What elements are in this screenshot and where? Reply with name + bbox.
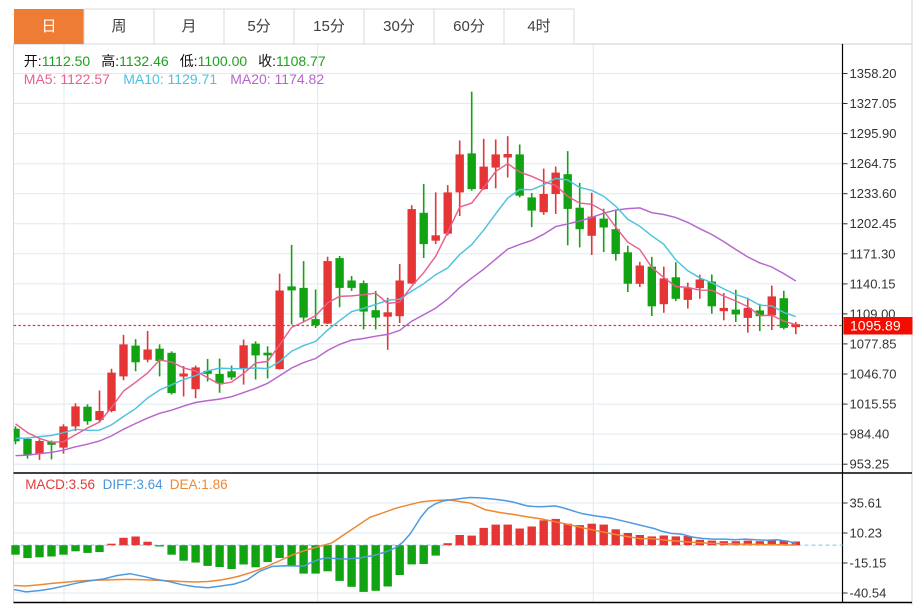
svg-text:1264.75: 1264.75 (850, 156, 897, 171)
svg-text:1095.89: 1095.89 (850, 318, 901, 334)
svg-text:30分: 30分 (383, 18, 415, 35)
svg-text:60分: 60分 (453, 18, 485, 35)
svg-text:984.40: 984.40 (850, 427, 890, 442)
svg-text:5分: 5分 (247, 18, 270, 35)
svg-text:1233.60: 1233.60 (850, 186, 897, 201)
svg-text:1202.45: 1202.45 (850, 216, 897, 231)
svg-text:4时: 4时 (527, 18, 550, 35)
svg-text:1077.85: 1077.85 (850, 336, 897, 351)
svg-text:15分: 15分 (313, 18, 345, 35)
svg-text:1295.90: 1295.90 (850, 126, 897, 141)
svg-text:1171.30: 1171.30 (850, 246, 896, 261)
svg-text:-40.54: -40.54 (850, 586, 887, 601)
svg-text:10.23: 10.23 (850, 526, 883, 541)
svg-text:1046.70: 1046.70 (850, 367, 897, 382)
svg-text:月: 月 (181, 18, 196, 35)
svg-text:日: 日 (41, 18, 56, 35)
svg-text:周: 周 (111, 18, 126, 35)
svg-text:1140.15: 1140.15 (850, 276, 896, 291)
svg-text:-15.15: -15.15 (850, 556, 887, 571)
svg-text:953.25: 953.25 (850, 457, 890, 472)
svg-text:开:1112.50高:1132.46低:1100.00收:1: 开:1112.50 高:1132.46 低:1100.00 收:1108.77 (24, 53, 326, 69)
svg-text:1015.55: 1015.55 (850, 397, 897, 412)
svg-text:1358.20: 1358.20 (850, 66, 897, 81)
svg-text:1327.05: 1327.05 (850, 96, 897, 111)
svg-text:35.61: 35.61 (850, 496, 883, 511)
